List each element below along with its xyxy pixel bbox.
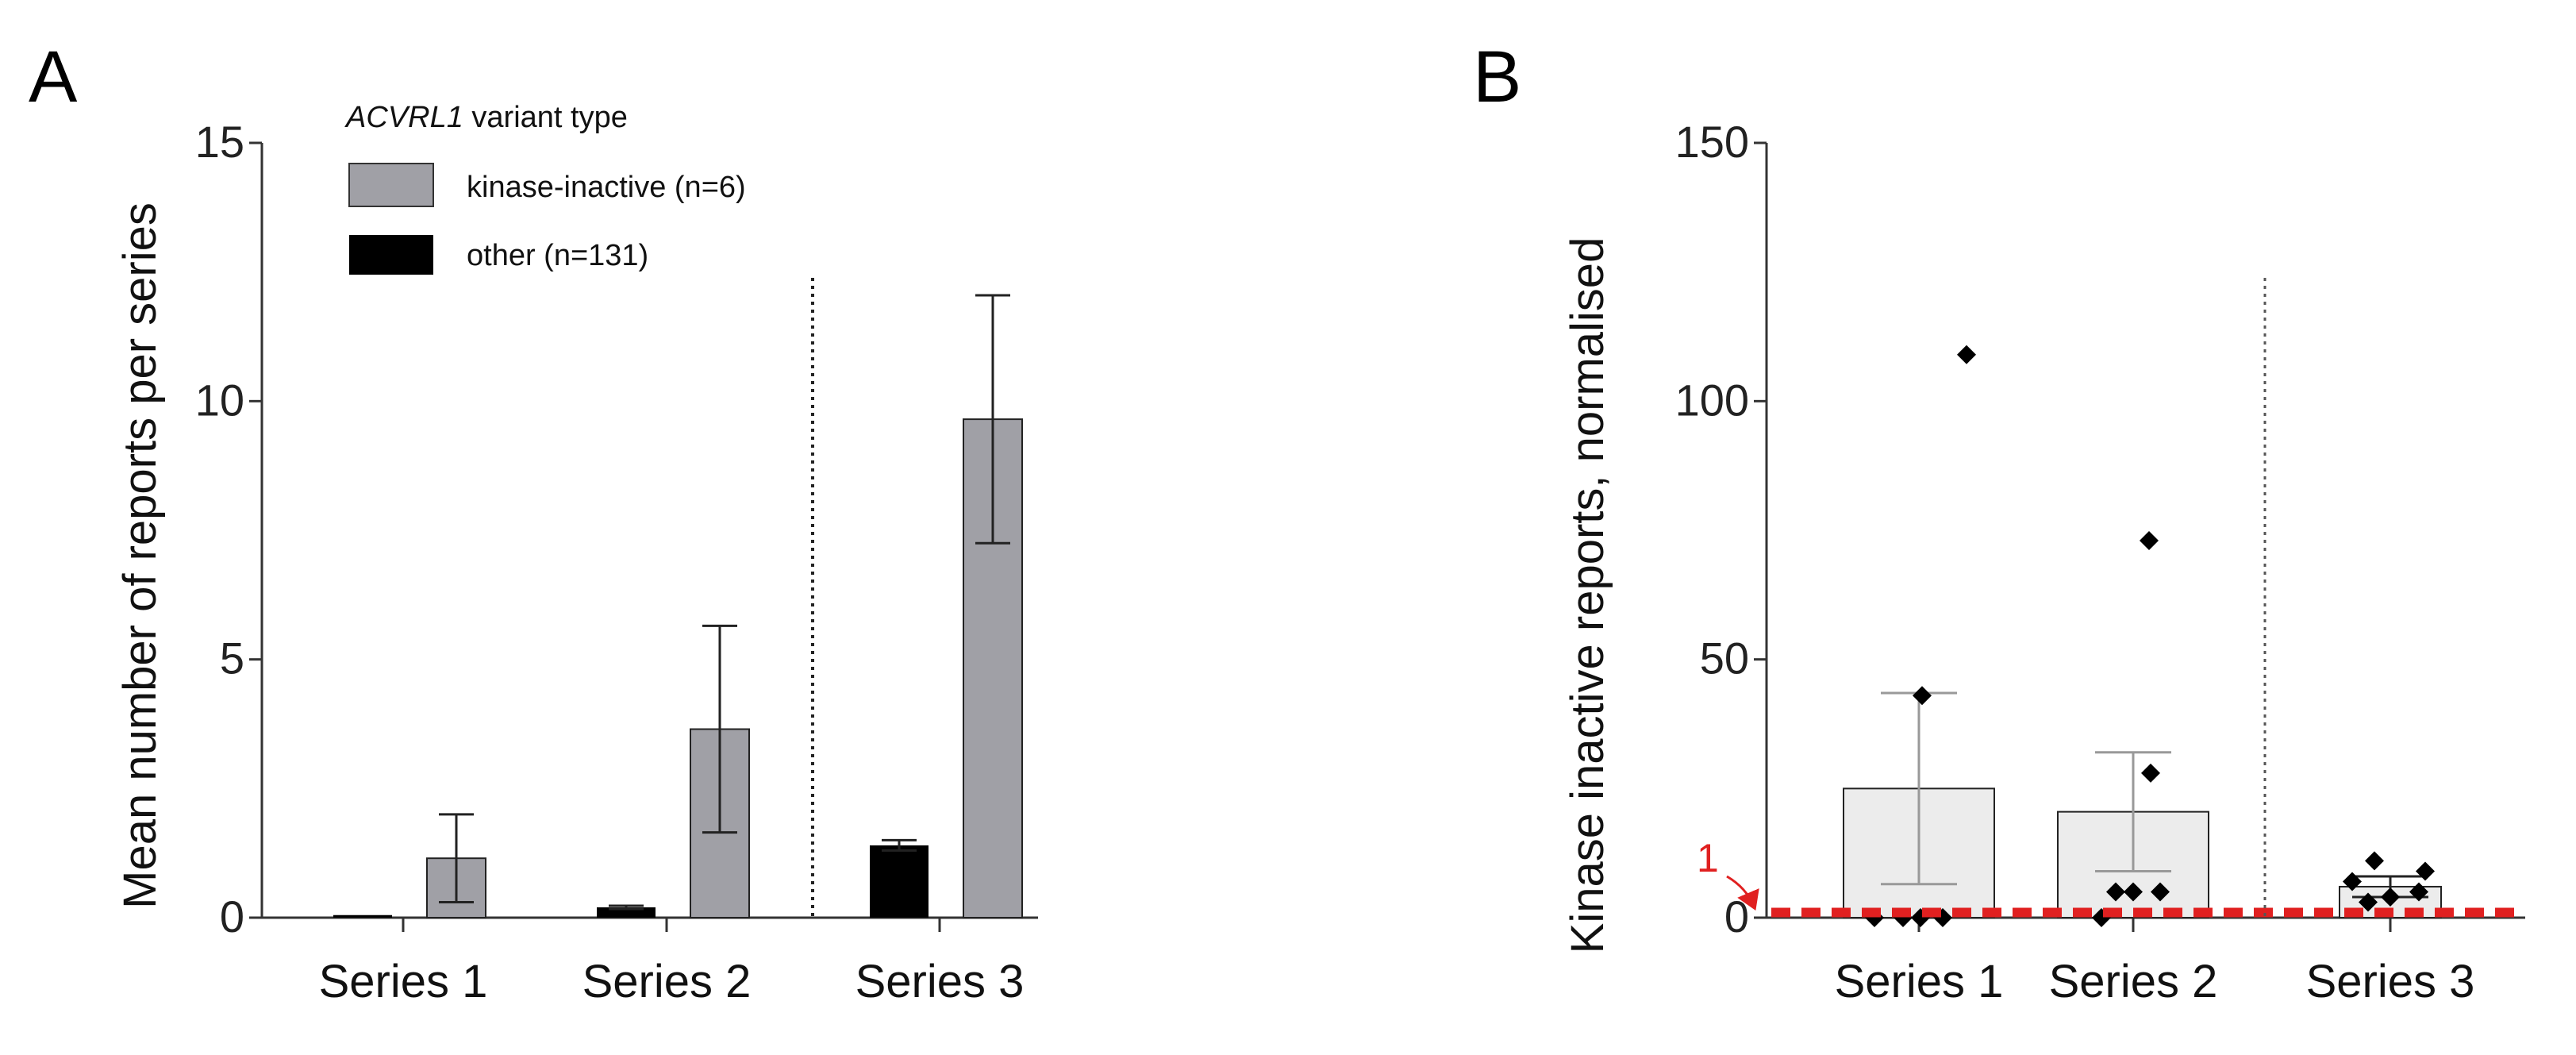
panel-b-category-label: Series 1 xyxy=(1835,956,2004,1007)
panel-a-plot: 0 5 10 15 Series 1 Series 2 Series 3 xyxy=(195,117,1038,1007)
panel-b-data-point xyxy=(1913,686,1932,706)
panel-b-data-point xyxy=(2409,882,2428,902)
panel-b-ytick-label: 150 xyxy=(1675,117,1749,167)
legend-title-italic: ACVRL1 xyxy=(344,101,463,134)
panel-b-data-point xyxy=(2359,892,2378,912)
panel-b-data-point xyxy=(2140,531,2159,551)
panel-b-data-point xyxy=(2381,887,2400,907)
panel-a-bar xyxy=(870,845,929,918)
legend-label-other: other (n=131) xyxy=(467,239,648,272)
panel-b-letter: B xyxy=(1473,37,1521,117)
panel-a-bar xyxy=(333,914,392,918)
panel-b-data-point xyxy=(2151,882,2170,902)
panel-a-ytick-label: 10 xyxy=(195,375,244,425)
panel-b-plot: 0 50 100 150 Series 1 Series 2 Series 3 xyxy=(1675,117,2525,1007)
panel-b-data-point xyxy=(2124,882,2143,902)
panel-a-ytick-label: 0 xyxy=(220,891,244,941)
panel-a-category-label: Series 1 xyxy=(319,956,488,1007)
panel-b-data-point xyxy=(2141,763,2160,783)
panel-a-legend: ACVRL1 variant type kinase-inactive (n=6… xyxy=(344,101,746,275)
panel-b-category-label: Series 2 xyxy=(2049,956,2218,1007)
panel-a-ytick-label: 15 xyxy=(195,117,244,167)
panel-b-ytick-label: 100 xyxy=(1675,375,1749,425)
panel-b-ref-label: 1 xyxy=(1697,836,1719,880)
panel-b-category-label: Series 3 xyxy=(2306,956,2475,1007)
panel-b-data-point xyxy=(2106,882,2125,902)
panel-b-data-point xyxy=(1957,345,1976,364)
legend-title: ACVRL1 variant type xyxy=(344,101,628,134)
panel-a-category-label: Series 2 xyxy=(582,956,752,1007)
panel-a-category-label: Series 3 xyxy=(855,956,1025,1007)
panel-b-reference-arrow xyxy=(1726,875,1759,911)
legend-label-kinase-inactive: kinase-inactive (n=6) xyxy=(467,171,746,204)
legend-swatch-other xyxy=(349,235,433,275)
panel-a-ytick-label: 5 xyxy=(220,633,244,683)
panel-a-letter: A xyxy=(29,37,78,117)
legend-title-rest: variant type xyxy=(463,101,628,134)
panel-b-ytick-label: 50 xyxy=(1700,633,1749,683)
panel-b-data-point xyxy=(2416,861,2435,881)
legend-swatch-kinase-inactive xyxy=(348,163,434,207)
panel-b-ylabel: Kinase inactive reports, normalised xyxy=(1562,237,1613,954)
panel-a-ylabel: Mean number of reports per series xyxy=(114,202,166,909)
panel-b-ytick-label: 0 xyxy=(1724,891,1749,941)
panel-b-data-point xyxy=(2343,872,2362,891)
panel-b-data-point xyxy=(2365,851,2384,871)
